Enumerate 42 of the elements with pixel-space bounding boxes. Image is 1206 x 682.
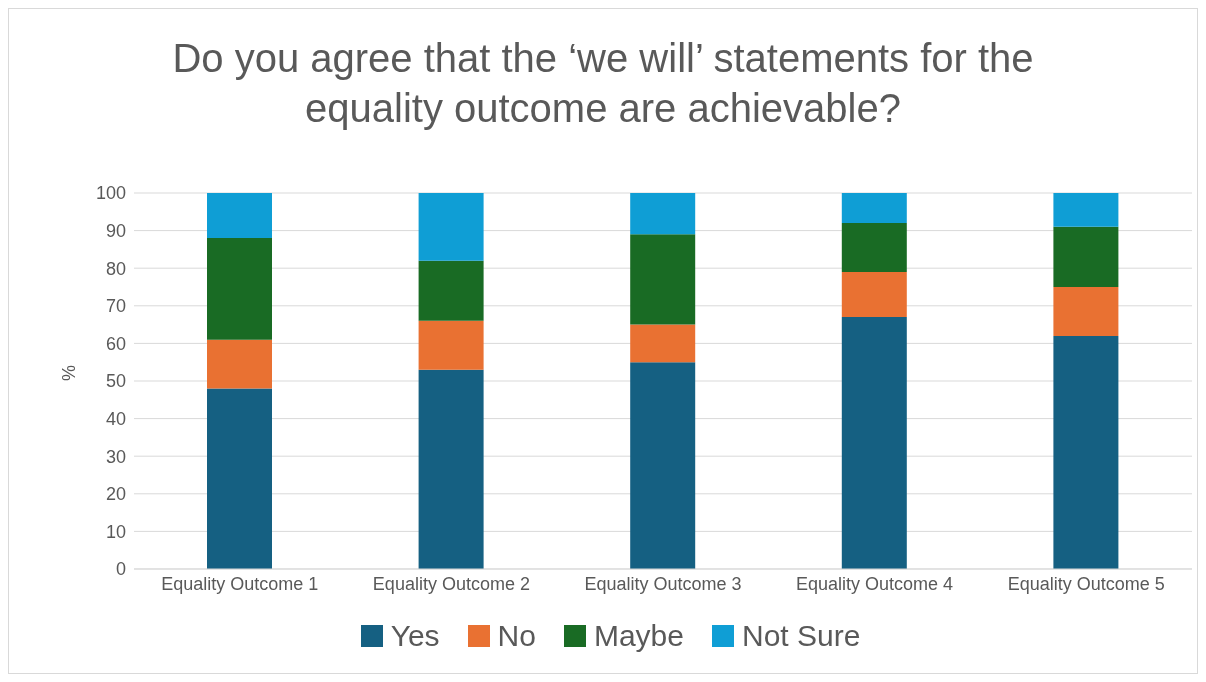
bar — [841, 223, 907, 272]
x-tick-label: Equality Outcome 1 — [161, 573, 319, 594]
x-tick-label: Equality Outcome 3 — [584, 573, 742, 594]
bar — [207, 388, 272, 569]
bar — [1053, 287, 1119, 336]
x-tick-label: Equality Outcome 4 — [796, 573, 954, 594]
x-tick-label: Equality Outcome 2 — [372, 573, 530, 594]
y-tick-label: 100 — [95, 183, 126, 204]
y-tick-label: 0 — [115, 559, 126, 580]
bar — [207, 238, 272, 340]
bar — [207, 193, 272, 239]
y-axis-title: % — [59, 364, 80, 381]
bar — [418, 320, 484, 370]
legend-label: Not Sure — [741, 619, 861, 653]
bar — [207, 339, 272, 389]
bar — [418, 193, 484, 261]
y-tick-label: 10 — [105, 521, 126, 542]
x-tick-label: Equality Outcome 5 — [1007, 573, 1165, 594]
y-tick-label: 90 — [105, 220, 126, 241]
bar — [418, 369, 484, 569]
legend-label: No — [497, 619, 536, 653]
bar — [841, 317, 907, 569]
y-tick-label: 80 — [105, 258, 126, 279]
bar — [841, 271, 907, 318]
y-tick-label: 40 — [105, 408, 126, 429]
legend-label: Yes — [390, 619, 440, 653]
chart-title: Do you agree that the ‘we will’ statements for the equality outcome are achievable? — [171, 35, 1035, 132]
bar — [630, 324, 696, 363]
legend-label: Maybe — [593, 619, 684, 653]
y-tick-label: 20 — [105, 484, 126, 505]
bar — [1053, 226, 1119, 287]
bar — [630, 362, 696, 569]
bar — [1053, 335, 1119, 569]
y-tick-label: 30 — [105, 446, 126, 467]
bar — [630, 193, 696, 235]
bar — [841, 193, 907, 224]
y-tick-label: 50 — [105, 371, 126, 392]
bar — [630, 234, 696, 325]
bar — [418, 260, 484, 321]
y-tick-label: 70 — [105, 296, 126, 317]
y-tick-label: 60 — [105, 333, 126, 354]
bar — [1053, 193, 1119, 227]
